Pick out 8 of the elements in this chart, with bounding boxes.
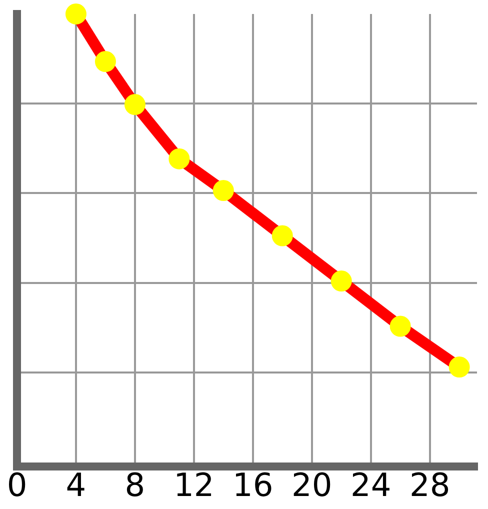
x-tick-label: 12 — [174, 466, 214, 504]
x-tick-label: 28 — [409, 466, 450, 504]
x-tick-label: 24 — [350, 466, 392, 504]
x-tick-label: 8 — [124, 466, 146, 504]
x-tick-label: 16 — [232, 466, 274, 504]
x-tick-label: 0 — [6, 466, 28, 504]
x-tick-label: 4 — [66, 466, 86, 504]
x-tick-label: 20 — [292, 466, 332, 504]
